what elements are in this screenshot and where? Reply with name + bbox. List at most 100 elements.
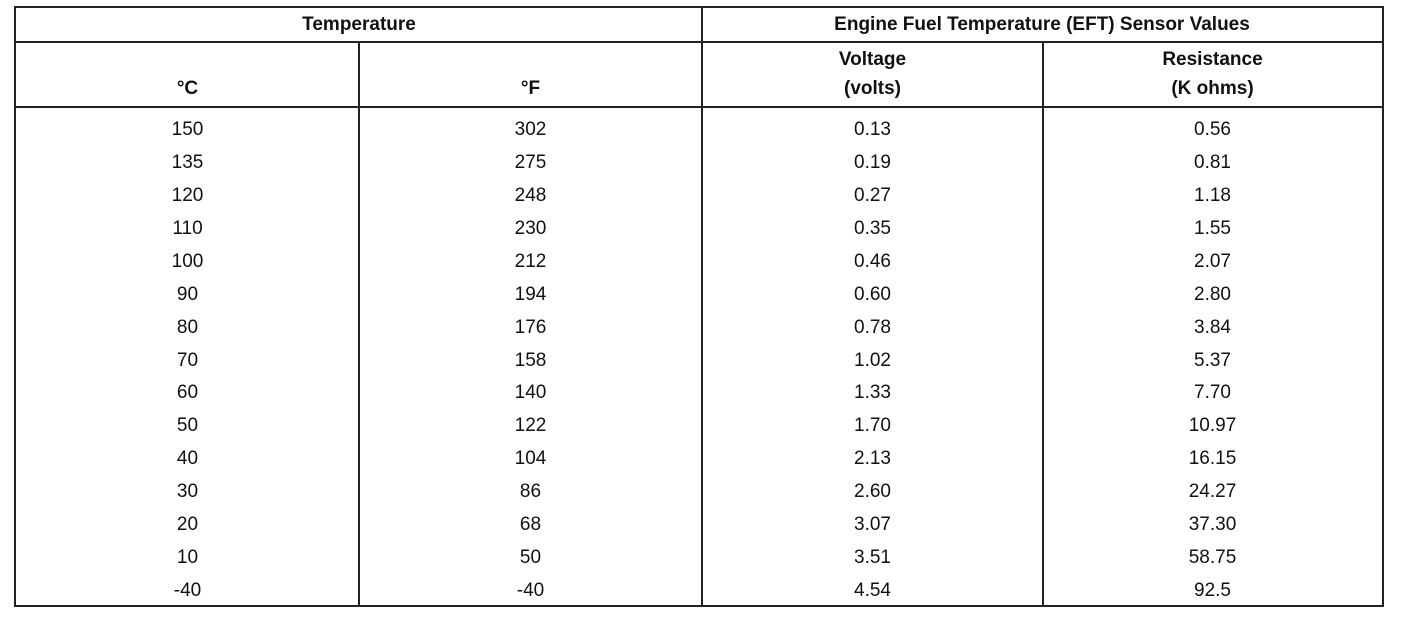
cell-text: 140 [514,382,547,404]
cell-text: 104 [514,448,547,470]
cell-text: 5.37 [1194,349,1231,371]
cell-text: 120 [171,185,204,207]
cell-text: 10.97 [1188,415,1237,437]
rule [14,106,1384,108]
data-cell: 122 [359,409,702,442]
cell-text: 90 [176,283,199,305]
cell-text: 70 [176,349,199,371]
cell-text: 122 [514,415,547,437]
cell-text: 16.15 [1188,448,1237,470]
data-cell: 4.54 [702,574,1043,607]
data-cell: 0.60 [702,278,1043,311]
column-header: Voltage (volts) [702,43,1043,103]
data-cell: 3.84 [1043,311,1382,344]
cell-text: 0.13 [854,119,891,141]
border [14,605,1384,607]
data-cell: 7.70 [1043,376,1382,409]
cell-text: °C [176,78,199,99]
data-cell: 150 [16,114,359,147]
data-cell: 0.46 [702,245,1043,278]
cell-text: 2.80 [1194,283,1231,305]
cell-text: 0.56 [1194,119,1231,141]
cell-text: 24.27 [1188,480,1237,502]
cell-text: 92.5 [1194,579,1231,601]
column-rule [358,41,360,607]
column-rule [1042,41,1044,607]
cell-text: 50 [519,546,542,568]
data-cell: 2.13 [702,442,1043,475]
cell-text: 0.27 [854,185,891,207]
data-cell: 3.51 [702,541,1043,574]
data-cell: 0.13 [702,114,1043,147]
data-cell: 110 [16,212,359,245]
data-cell: -40 [16,574,359,607]
data-cell: 0.81 [1043,146,1382,179]
data-cell: 194 [359,278,702,311]
cell-text: 7.70 [1194,382,1231,404]
data-cell: 24.27 [1043,475,1382,508]
data-cell: 104 [359,442,702,475]
rule [14,41,1384,43]
cell-text: 58.75 [1188,546,1237,568]
data-cell: 3.07 [702,508,1043,541]
data-cell: 37.30 [1043,508,1382,541]
cell-text: 30 [176,480,199,502]
data-cell: 1.70 [702,409,1043,442]
data-cell: 120 [16,179,359,212]
cell-text: 40 [176,448,199,470]
data-cell: 10.97 [1043,409,1382,442]
data-cell: 90 [16,278,359,311]
cell-text: 0.46 [854,250,891,272]
data-cell: 212 [359,245,702,278]
cell-text: 68 [519,513,542,535]
cell-text: 2.13 [854,448,891,470]
data-cell: 92.5 [1043,574,1382,607]
cell-text: 150 [171,119,204,141]
data-cell: 1.18 [1043,179,1382,212]
data-cell: 100 [16,245,359,278]
cell-text: 158 [514,349,547,371]
data-cell: 275 [359,146,702,179]
data-cell: 1.02 [702,344,1043,377]
cell-text: 1.70 [854,415,891,437]
data-cell: 80 [16,311,359,344]
cell-text: 194 [514,283,547,305]
column-header: °F [359,43,702,103]
cell-text: 1.33 [854,382,891,404]
data-cell: 60 [16,376,359,409]
cell-text: 3.84 [1194,316,1231,338]
data-cell: 1.33 [702,376,1043,409]
cell-text: 176 [514,316,547,338]
data-cell: 230 [359,212,702,245]
data-cell: 68 [359,508,702,541]
cell-text: 2.07 [1194,250,1231,272]
data-cell: 0.27 [702,179,1043,212]
data-cell: 20 [16,508,359,541]
border [1382,6,1384,607]
cell-text: 0.78 [854,316,891,338]
cell-text: 86 [519,480,542,502]
data-cell: 50 [359,541,702,574]
cell-text: 135 [171,152,204,174]
cell-text: 4.54 [854,579,891,601]
cell-text: -40 [516,579,545,601]
border [14,6,16,607]
column-rule [701,6,703,607]
cell-text: 248 [514,185,547,207]
data-cell: 248 [359,179,702,212]
column-header: °C [16,43,359,103]
cell-text: Engine Fuel Temperature (EFT) Sensor Val… [834,14,1250,35]
cell-text: 3.07 [854,513,891,535]
border [14,6,1384,8]
cell-text: (volts) [844,78,901,99]
column-header: Resistance (K ohms) [1043,43,1382,103]
data-cell: 140 [359,376,702,409]
data-cell: 30 [16,475,359,508]
data-cell: 135 [16,146,359,179]
data-cell: 16.15 [1043,442,1382,475]
cell-text: 0.35 [854,218,891,240]
data-cell: 1.55 [1043,212,1382,245]
cell-text: 275 [514,152,547,174]
cell-text: Temperature [302,14,416,35]
